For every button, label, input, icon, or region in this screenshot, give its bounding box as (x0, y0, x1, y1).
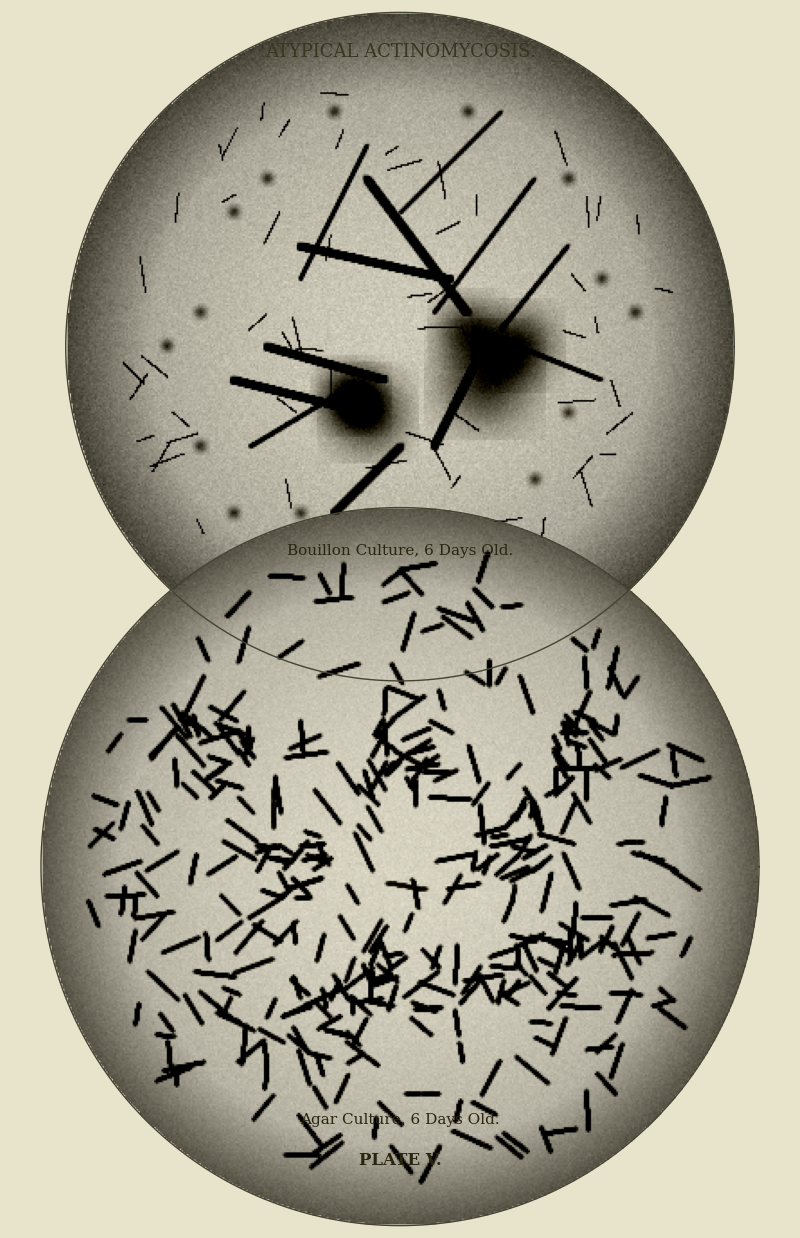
Text: Agar Culture, 6 Days Old.: Agar Culture, 6 Days Old. (300, 1113, 500, 1128)
Text: ATYPICAL ACTINOMYCOSIS.: ATYPICAL ACTINOMYCOSIS. (265, 43, 535, 62)
Text: PLATE V.: PLATE V. (358, 1151, 442, 1169)
Text: Bouillon Culture, 6 Days Old.: Bouillon Culture, 6 Days Old. (287, 543, 513, 558)
